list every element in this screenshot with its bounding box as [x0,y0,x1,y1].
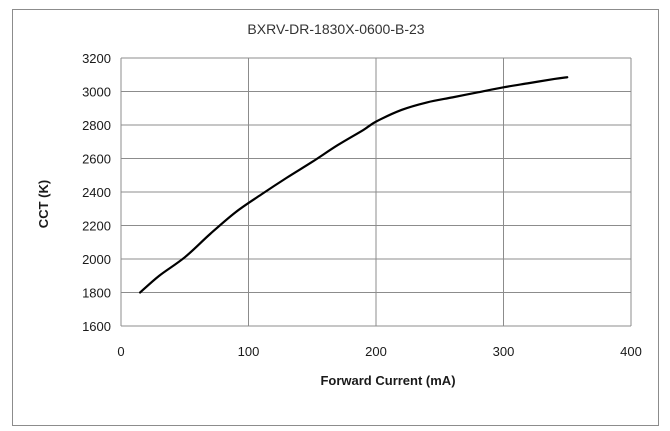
y-tick-label-1800: 1800 [82,286,111,301]
y-tick-label-3200: 3200 [82,51,111,66]
chart-frame: BXRV-DR-1830X-0600-B-23 1600 1800 2000 2200… [12,9,659,426]
y-tick-label-3000: 3000 [82,85,111,100]
x-tick-label-200: 200 [365,344,387,359]
x-tick-label-100: 100 [238,344,260,359]
x-axis-title: Forward Current (mA) [320,373,455,388]
y-tick-label-2000: 2000 [82,252,111,267]
x-tick-label-300: 300 [493,344,515,359]
y-tick-label-2800: 2800 [82,118,111,133]
gridlines [120,57,632,327]
chart-svg: BXRV-DR-1830X-0600-B-23 1600180020002200… [36,21,642,388]
y-tick-label-2400: 2400 [82,185,111,200]
y-tick-label-2600: 2600 [82,152,111,167]
y-tick-label-2200: 2200 [82,219,111,234]
tick-labels: 1600 1800 2000 2200 2400 2600 2800 3000 3200 0 100… [82,51,642,359]
x-tick-label-400: 400 [620,344,642,359]
series-line-cct [139,76,569,294]
chart-title: BXRV-DR-1830X-0600-B-23 [247,21,424,37]
y-tick-label-1600: 1600 [82,319,111,334]
y-axis-title: CCT (K) [36,180,51,228]
x-tick-label-0: 0 [117,344,124,359]
